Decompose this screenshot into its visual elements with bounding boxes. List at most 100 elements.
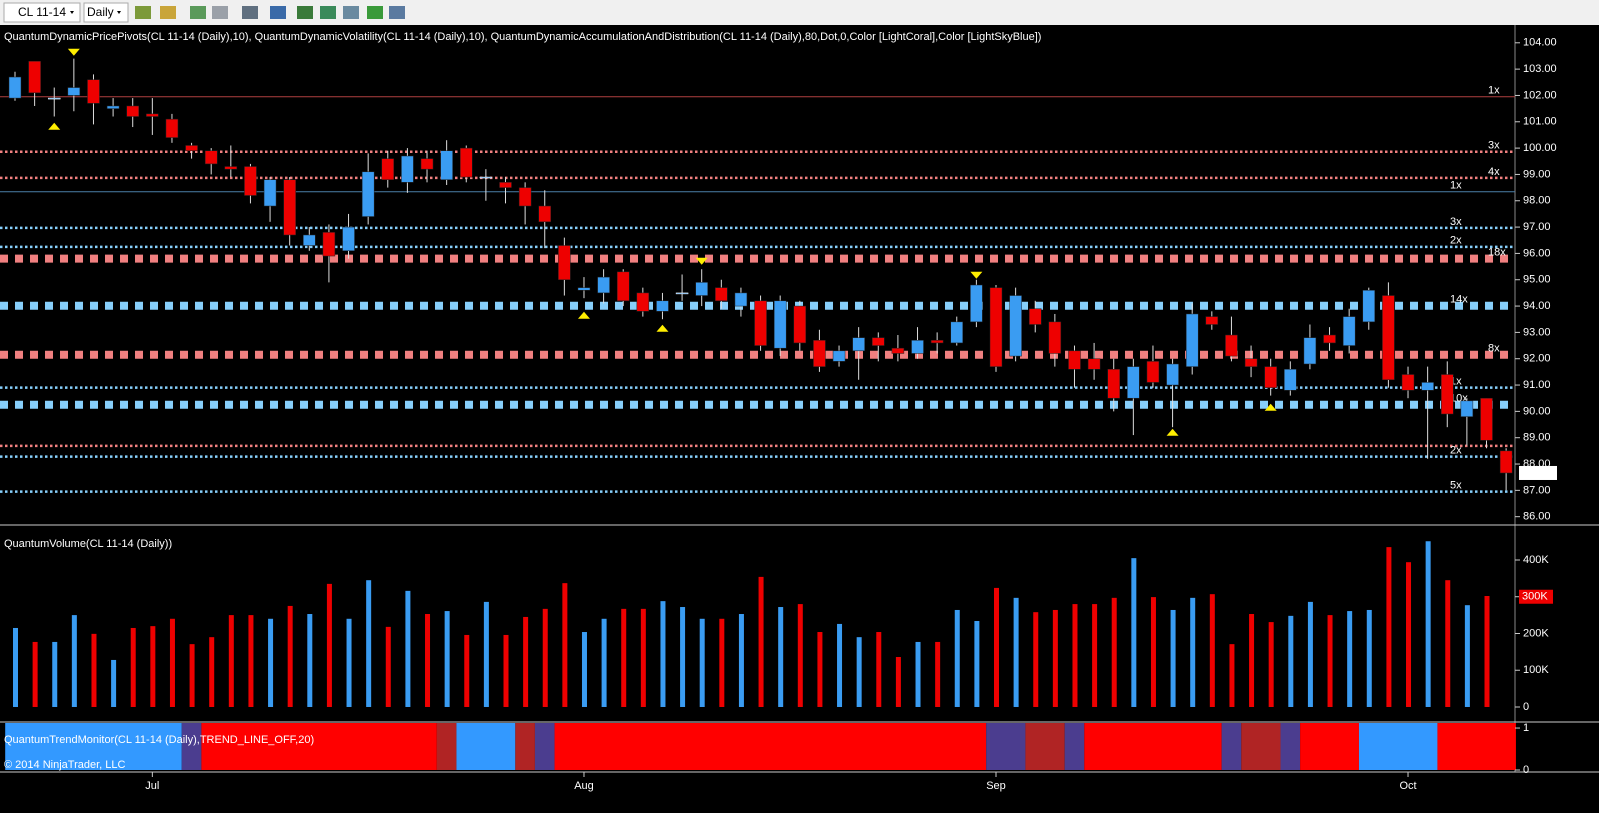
volume-bar <box>621 608 627 707</box>
candle-body <box>558 245 571 280</box>
templates-button[interactable] <box>343 6 359 19</box>
y-tick-label: 400K <box>1523 554 1549 566</box>
candle-body <box>1166 363 1179 386</box>
candle-body <box>146 113 159 117</box>
copyright: © 2014 NinjaTrader, LLC <box>4 759 125 771</box>
volume-bar <box>425 614 431 707</box>
volume-bar <box>837 623 843 707</box>
volume-bar <box>758 576 764 707</box>
candle-body <box>950 321 964 344</box>
candle-body <box>1401 374 1415 391</box>
y-tick-label: 100.00 <box>1523 142 1557 154</box>
volume-bar <box>464 634 470 707</box>
candle-body <box>1087 358 1101 370</box>
y-tick-label: 92.00 <box>1523 353 1551 365</box>
y-tick-label: 0 <box>1523 701 1529 713</box>
candle-body <box>734 292 748 307</box>
period-selector[interactable] <box>83 2 129 23</box>
pivot-marker <box>577 311 590 319</box>
candle-body <box>204 150 218 165</box>
volume-bar <box>876 632 882 707</box>
y-tick-label: 89.00 <box>1523 432 1551 444</box>
volume-bar <box>444 611 450 707</box>
candle-body <box>1303 337 1317 365</box>
candle-body <box>852 337 865 352</box>
candle-body <box>989 287 1003 367</box>
volume-bar <box>1111 597 1117 707</box>
candle-body <box>8 76 22 99</box>
volume-bar <box>994 587 999 707</box>
volume-bar <box>346 618 352 707</box>
volume-bar <box>130 627 136 707</box>
pivot-marker <box>48 122 61 130</box>
zoom-button[interactable] <box>190 6 206 19</box>
candle-body <box>1480 397 1493 441</box>
strategies-button[interactable] <box>320 6 336 19</box>
candle-body <box>126 105 139 117</box>
volume-bar <box>52 641 58 707</box>
pivot-marker <box>970 271 983 279</box>
volume-bar <box>326 583 332 707</box>
x-tick-label: Oct <box>1399 780 1416 792</box>
volume-bar <box>150 626 156 707</box>
candle-body <box>460 147 473 178</box>
candle-body <box>106 105 120 109</box>
candle-body <box>87 79 100 104</box>
level-label: 14x <box>1450 294 1468 306</box>
candle-body <box>1382 295 1395 381</box>
volume-bar <box>1092 604 1098 707</box>
candle-body <box>813 340 826 367</box>
volume-bar <box>503 634 509 707</box>
pointer-button[interactable] <box>242 6 258 19</box>
volume-bar <box>738 614 744 707</box>
instrument-selector[interactable] <box>3 2 81 23</box>
candle-body <box>283 179 296 236</box>
level-label: 2x <box>1450 445 1462 457</box>
volume-bar <box>13 627 18 707</box>
candle-body <box>1048 321 1062 354</box>
level-label: 8x <box>1488 343 1500 355</box>
candle-body <box>224 166 238 170</box>
candle-body <box>185 145 198 151</box>
instrument[interactable]: CL 11-14 <box>18 5 66 19</box>
volume-bar <box>189 644 195 707</box>
price-panel-title: QuantumDynamicPricePivots(CL 11-14 (Dail… <box>4 31 1041 43</box>
candle-body <box>1205 316 1219 325</box>
volume-panel-title: QuantumVolume(CL 11-14 (Daily)) <box>4 538 172 550</box>
volume-bar <box>366 580 372 707</box>
y-tick-label: 200K <box>1523 627 1549 639</box>
bar-type-button[interactable] <box>135 6 151 19</box>
y-tick-label: 95.00 <box>1523 274 1551 286</box>
volume-bar <box>111 659 117 707</box>
candle-body <box>381 158 395 180</box>
candle-body <box>1185 313 1199 367</box>
y-tick-label: 93.00 <box>1523 326 1551 338</box>
toolbar-icons <box>135 6 405 19</box>
cross-button[interactable] <box>212 6 228 19</box>
trend-segment <box>1221 723 1242 770</box>
level-label: 5x <box>1450 480 1462 492</box>
indicators-button[interactable] <box>297 6 313 19</box>
period[interactable]: Daily <box>87 5 114 19</box>
volume-bar <box>1366 609 1372 707</box>
volume-bar <box>1131 558 1137 707</box>
toolbar <box>0 0 1599 25</box>
zoom-box-button[interactable] <box>270 6 286 19</box>
draw-button[interactable] <box>160 6 176 19</box>
properties-button[interactable] <box>389 6 405 19</box>
y-tick-label: 87.00 <box>1523 484 1551 496</box>
candle-body <box>1323 334 1336 344</box>
candle-body <box>970 284 983 323</box>
volume-bar <box>719 618 725 707</box>
y-tick-label: 102.00 <box>1523 89 1557 101</box>
x-tick-label: Sep <box>986 780 1006 792</box>
y-tick-label: 100K <box>1523 664 1549 676</box>
candle-body <box>303 234 316 246</box>
volume-bar <box>895 657 901 707</box>
candle-body <box>342 226 355 252</box>
volume-bar <box>817 632 823 707</box>
volume-bar <box>483 601 489 707</box>
order-button[interactable] <box>367 6 383 19</box>
candle-body <box>538 205 551 223</box>
